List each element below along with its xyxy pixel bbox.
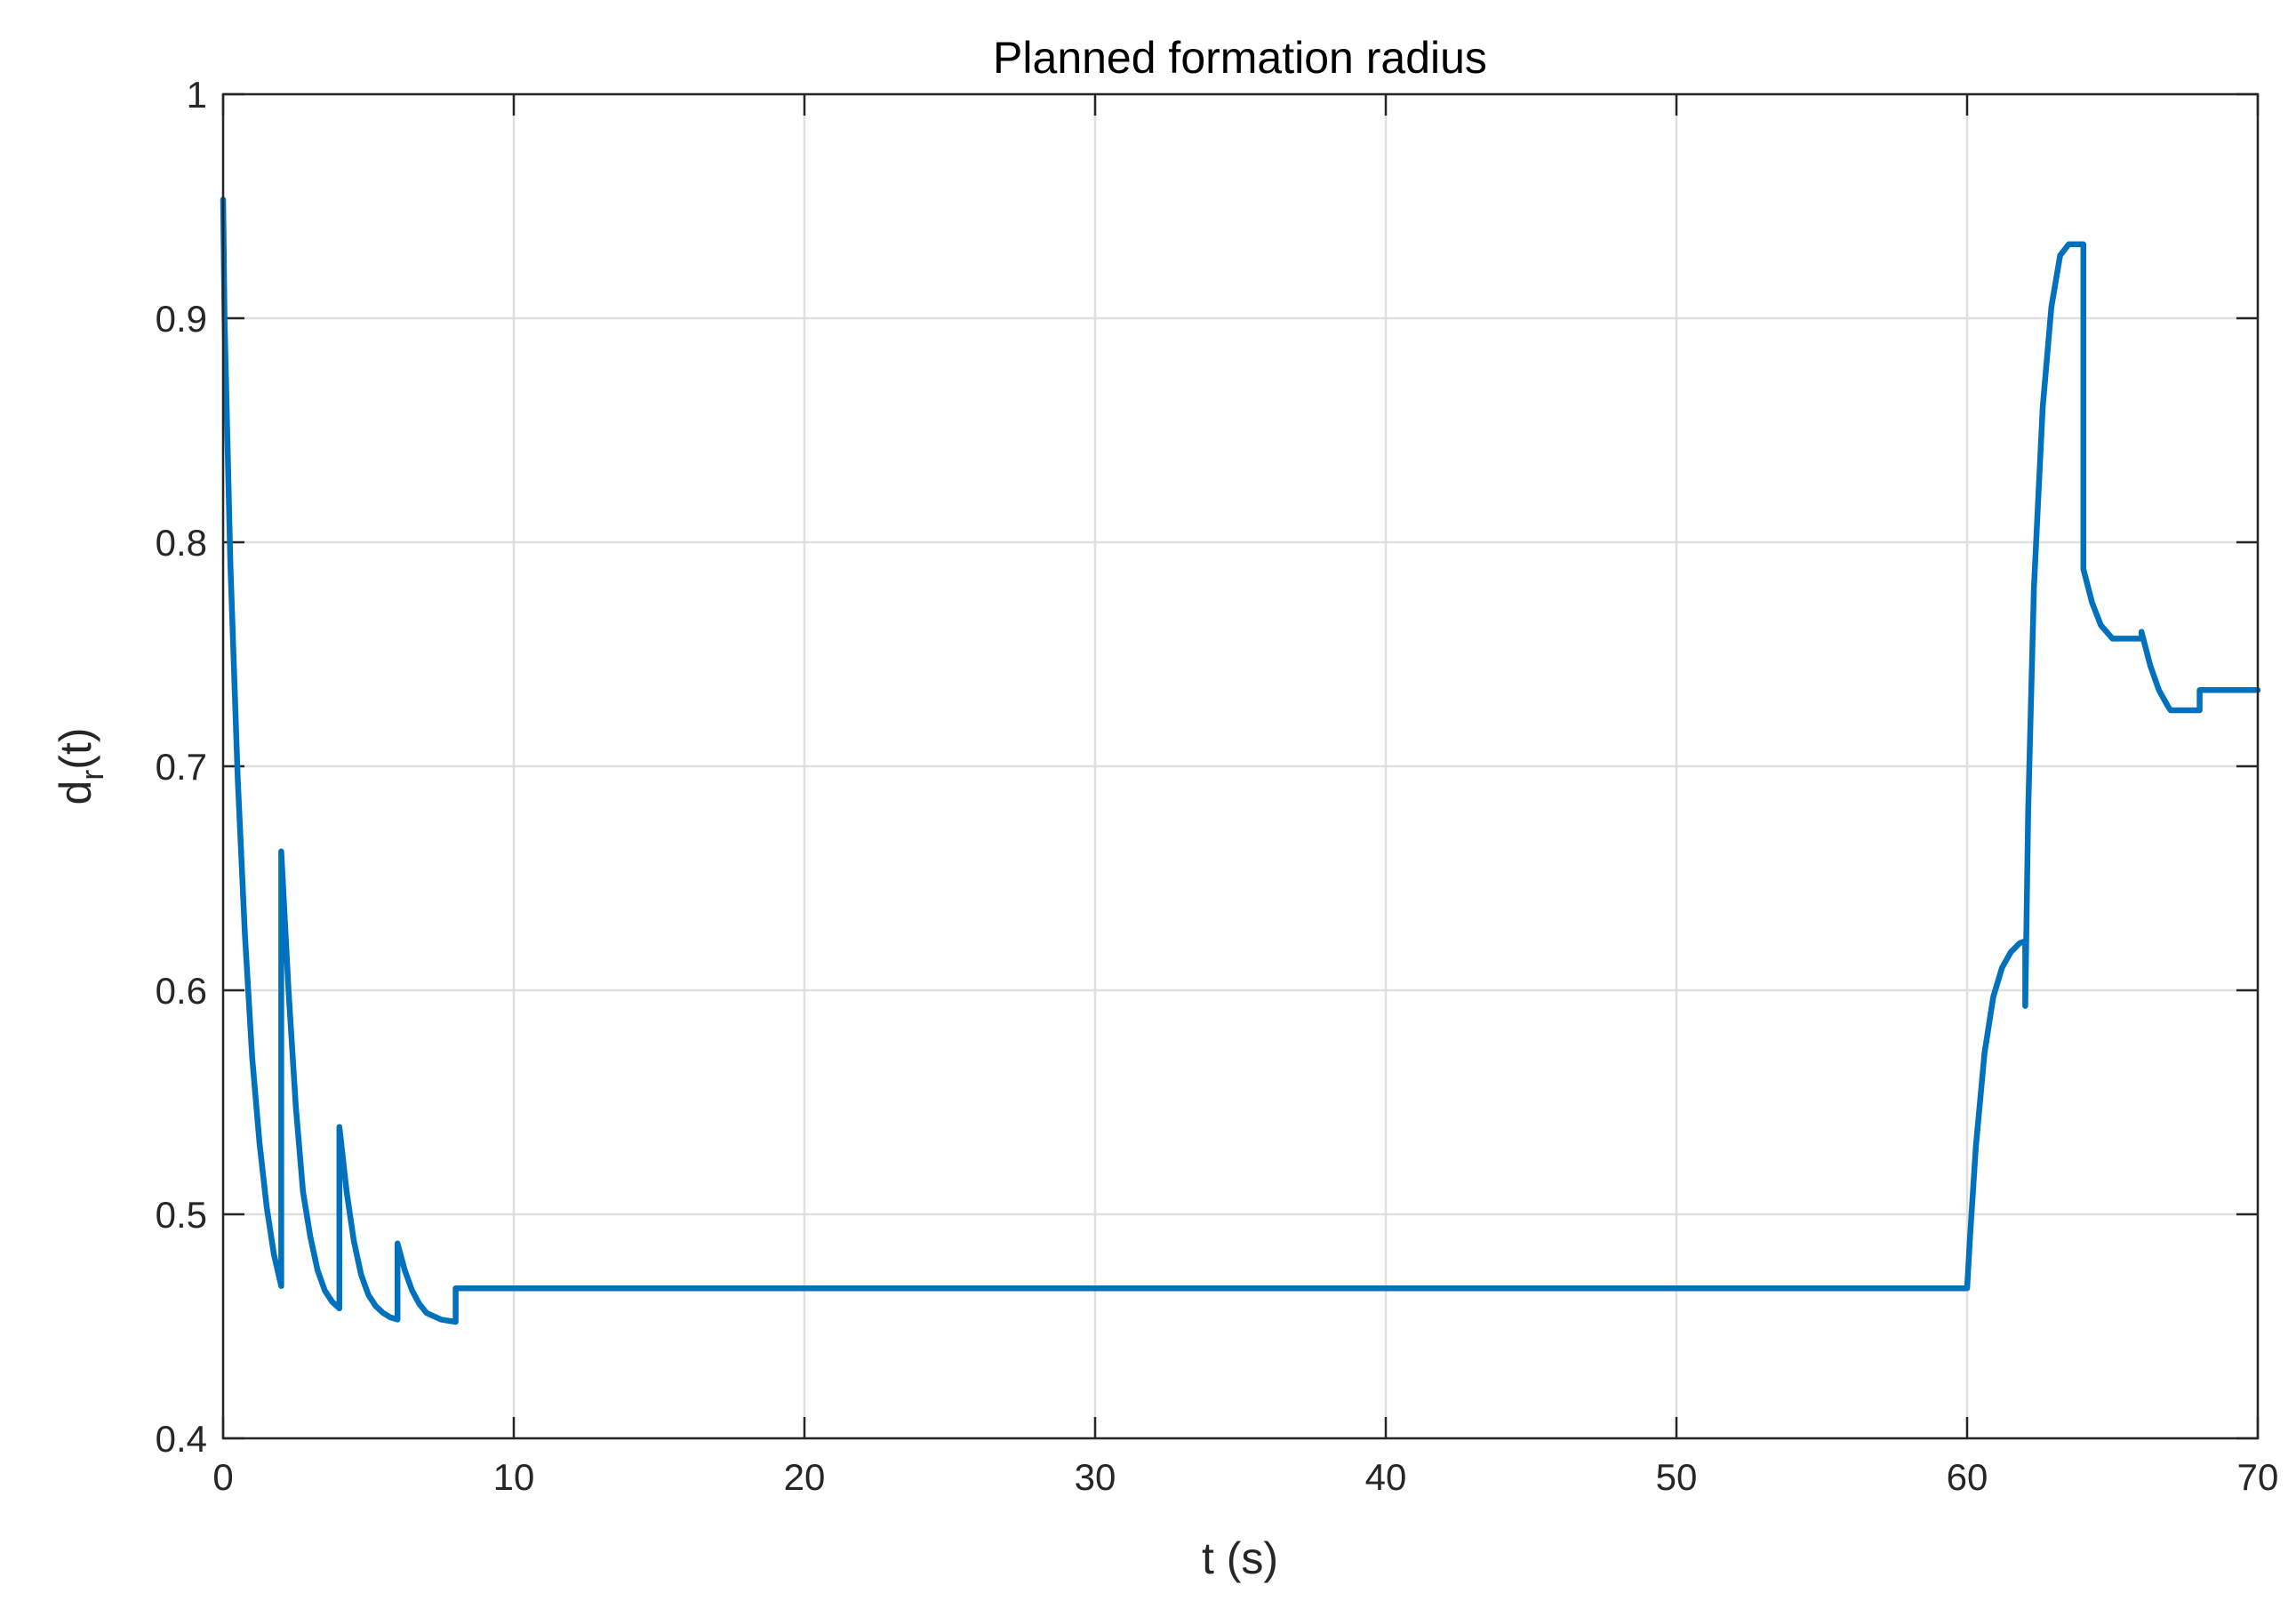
- y-axis-label: dr(t): [51, 727, 110, 805]
- x-tick-label: 50: [1656, 1456, 1698, 1498]
- x-tick-label: 60: [1947, 1456, 1988, 1498]
- y-axis-label-subscript: r: [74, 770, 110, 780]
- x-tick-label: 40: [1365, 1456, 1407, 1498]
- y-axis-label-suffix: (t): [51, 727, 100, 769]
- y-axis-label-main: d: [51, 780, 100, 805]
- x-tick-label: 10: [493, 1456, 535, 1498]
- y-tick-label: 0.5: [156, 1194, 207, 1236]
- y-tick-label: 0.7: [156, 746, 207, 788]
- y-tick-label: 0.6: [156, 970, 207, 1012]
- x-tick-label: 70: [2237, 1456, 2279, 1498]
- x-tick-label: 20: [784, 1456, 826, 1498]
- x-tick-label: 30: [1075, 1456, 1116, 1498]
- axes-frame: [221, 92, 2260, 1440]
- y-tick-label: 0.8: [156, 522, 207, 564]
- y-tick-label: 0.9: [156, 298, 207, 340]
- x-tick-labels: 0 10 20 30 40 50 60 70: [212, 1456, 2278, 1498]
- y-tick-label: 1: [187, 74, 207, 116]
- x-axis-label: t (s): [1202, 1533, 1278, 1583]
- y-tick-labels: 0.4 0.5 0.6 0.7 0.8 0.9 1: [156, 74, 207, 1460]
- y-tick-label: 0.4: [156, 1418, 207, 1460]
- chart-title: Planned formation radius: [993, 33, 1487, 83]
- x-tick-label: 0: [212, 1456, 233, 1498]
- series-layer: [220, 196, 2261, 1325]
- series-line: [220, 196, 2261, 1325]
